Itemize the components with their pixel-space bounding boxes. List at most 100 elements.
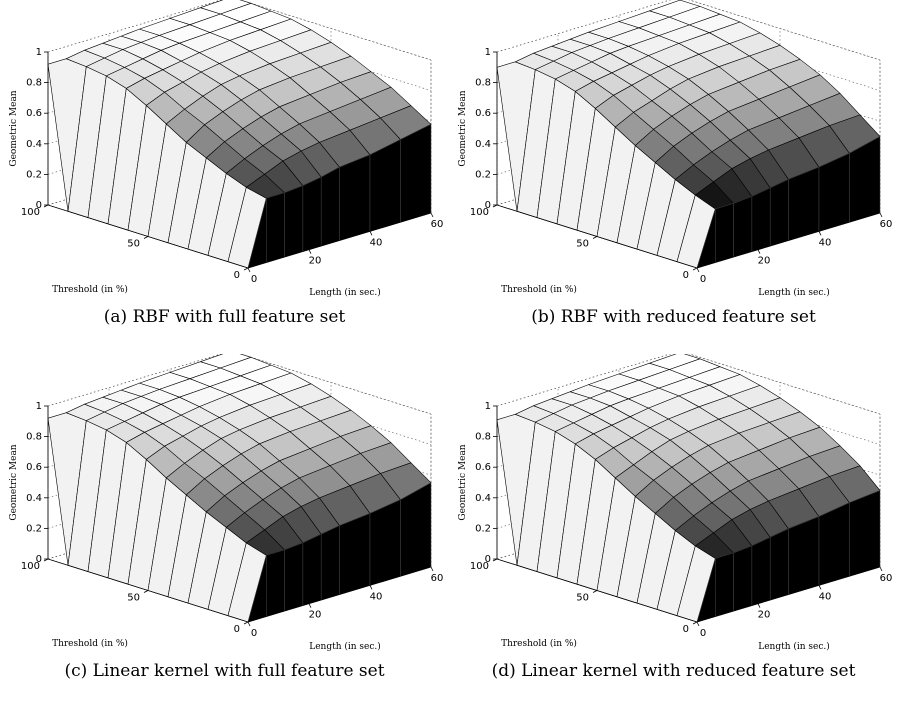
y-axis-label: Threshold (in %) [52, 638, 128, 649]
y-tick-mark [692, 267, 698, 271]
surface-skirt [266, 549, 285, 617]
x-tick-mark [308, 603, 312, 608]
surface-skirt [733, 196, 753, 258]
z-tick-label: 0.2 [26, 169, 42, 180]
z-tick-label: 0 [36, 554, 42, 565]
y-axis-label: Threshold (in %) [501, 638, 577, 649]
surface-skirt [369, 499, 401, 586]
surface-skirt [369, 139, 401, 232]
y-tick-mark [143, 590, 149, 593]
z-tick-label: 0.4 [475, 139, 491, 150]
figure-caption: (d) Linear kernel with reduced feature s… [491, 661, 856, 681]
surface-skirt [339, 154, 371, 241]
x-tick-label: 40 [370, 237, 383, 248]
surface-skirt [733, 545, 753, 612]
x-axis-label: Length (in sec.) [758, 641, 830, 652]
x-tick-mark [879, 566, 883, 572]
y-axis-label: Threshold (in %) [52, 284, 128, 295]
chart-panel-c: 0 20 40 60 0 50 100 0 0.2 0.4 0.6 0.8 1 Length (in se… [0, 354, 449, 708]
y-tick-mark [592, 590, 598, 593]
x-axis-label: Length (in sec.) [309, 287, 381, 298]
z-axis-label: Geometric Mean [458, 444, 468, 520]
surface-skirt [751, 536, 771, 606]
x-axis-line [247, 212, 432, 269]
y-tick-label: 50 [127, 593, 140, 604]
grid-line [696, 414, 881, 623]
x-tick-label: 60 [431, 573, 444, 584]
x-tick-mark [818, 585, 822, 590]
figure-caption: (a) RBF with full feature set [103, 307, 346, 327]
z-tick-label: 0.4 [475, 493, 491, 504]
x-tick-mark [369, 231, 373, 236]
x-tick-label: 20 [758, 610, 771, 621]
surface-skirt [788, 516, 820, 595]
surface-skirt [320, 166, 340, 247]
z-tick-label: 0.8 [475, 78, 491, 89]
x-tick-mark [308, 249, 312, 254]
y-axis-label: Threshold (in %) [501, 284, 577, 295]
x-tick-label: 40 [370, 591, 383, 602]
y-tick-label: 50 [576, 239, 589, 250]
z-axis-label: Geometric Mean [9, 444, 19, 520]
x-tick-label: 60 [880, 219, 893, 230]
surface-skirt [400, 123, 432, 223]
z-tick-label: 0.8 [26, 78, 42, 89]
surface-skirt [320, 525, 340, 601]
z-tick-label: 0.4 [26, 493, 42, 504]
z-tick-label: 1 [485, 401, 491, 412]
y-tick-label: 100 [470, 207, 489, 218]
x-tick-label: 0 [251, 628, 257, 639]
x-axis-line [247, 566, 432, 623]
chart-panel-d: 0 20 40 60 0 50 100 0 0.2 0.4 0.6 0.8 1 Length (in se… [449, 354, 898, 708]
surface-skirt [769, 528, 789, 601]
x-tick-mark [757, 603, 761, 608]
y-tick-mark [143, 236, 149, 239]
chart-panel-b: 0 20 40 60 0 50 100 0 0.2 0.4 0.6 0.8 1 Length (in se… [449, 0, 898, 354]
y-tick-label: 50 [576, 593, 589, 604]
x-tick-mark [247, 267, 251, 273]
z-tick-label: 0.6 [26, 462, 42, 473]
x-axis-label: Length (in sec.) [758, 287, 830, 298]
z-tick-label: 0.2 [475, 523, 491, 534]
x-tick-mark [818, 231, 822, 236]
z-tick-label: 0.4 [26, 139, 42, 150]
y-tick-label: 100 [21, 561, 40, 572]
x-tick-mark [430, 212, 434, 218]
z-axis-label: Geometric Mean [9, 90, 19, 166]
surface-skirt [302, 176, 322, 252]
surface-skirt [788, 166, 820, 241]
x-tick-label: 40 [819, 591, 832, 602]
x-axis-line [696, 566, 881, 623]
y-tick-label: 0 [234, 624, 240, 635]
surface-skirt [818, 152, 850, 232]
surface-skirt [751, 187, 771, 252]
surface-skirt [849, 490, 881, 577]
x-tick-mark [369, 585, 373, 590]
y-tick-mark [243, 621, 249, 625]
x-tick-label: 0 [251, 274, 257, 285]
surface-skirt [715, 203, 734, 263]
grid-line [696, 60, 881, 269]
x-tick-label: 60 [880, 573, 893, 584]
x-tick-label: 20 [758, 256, 771, 267]
surface-skirt [818, 502, 850, 586]
figure-caption: (c) Linear kernel with full feature set [64, 661, 385, 681]
surface-skirt [769, 178, 789, 247]
y-tick-label: 50 [127, 239, 140, 250]
z-tick-label: 0.6 [475, 108, 491, 119]
surface-skirt [284, 185, 304, 258]
z-tick-label: 0 [36, 200, 42, 211]
x-tick-mark [696, 621, 700, 627]
x-tick-mark [430, 566, 434, 572]
z-axis-label: Geometric Mean [458, 90, 468, 166]
y-tick-mark [243, 267, 249, 271]
figure-caption: (b) RBF with reduced feature set [531, 307, 816, 327]
x-tick-mark [879, 212, 883, 218]
x-axis-line [696, 212, 881, 269]
x-tick-mark [757, 249, 761, 254]
y-tick-mark [692, 621, 698, 625]
z-tick-label: 1 [36, 47, 42, 58]
x-axis-label: Length (in sec.) [309, 641, 381, 652]
x-tick-label: 60 [431, 219, 444, 230]
